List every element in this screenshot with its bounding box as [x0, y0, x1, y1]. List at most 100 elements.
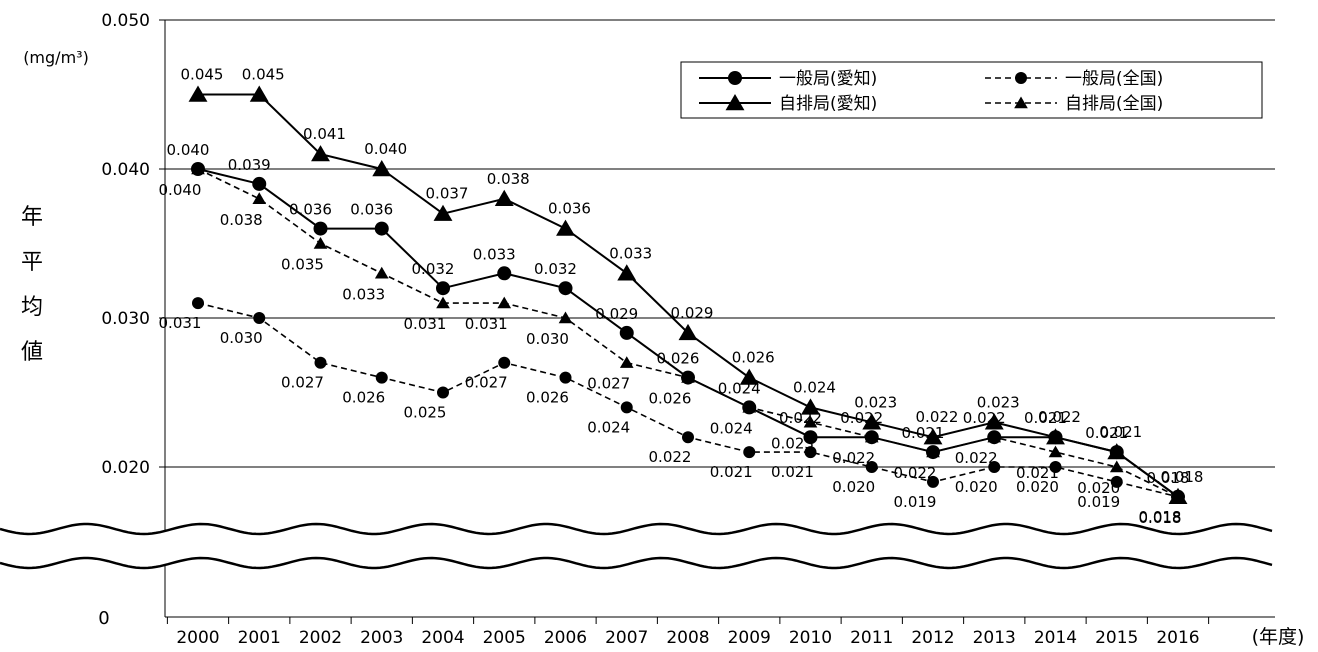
- data-point: [864, 430, 879, 443]
- data-label: 0.033: [342, 285, 385, 303]
- data-point: [1109, 460, 1124, 473]
- x-tick-label: 2016: [1156, 628, 1199, 648]
- data-point: [865, 461, 878, 473]
- data-point: [249, 85, 269, 102]
- data-label: 0.024: [718, 379, 761, 397]
- data-label: 0.027: [587, 375, 630, 393]
- data-label: 0.029: [671, 304, 714, 322]
- data-label: 0.026: [732, 349, 775, 367]
- y-tick-label: 0.020: [101, 458, 150, 478]
- data-label: 0.029: [595, 305, 638, 323]
- data-label: 0.036: [548, 200, 591, 218]
- x-tick-label: 2008: [666, 628, 709, 648]
- data-label: 0.026: [342, 389, 385, 407]
- data-point: [437, 386, 449, 399]
- x-tick-label: 2003: [360, 628, 403, 648]
- x-axis-title: (年度): [1252, 626, 1305, 648]
- data-label: 0.032: [412, 260, 455, 278]
- data-point: [556, 219, 575, 236]
- data-label: 0.026: [657, 350, 700, 368]
- data-label: 0.021: [710, 463, 753, 481]
- y-axis-title-char: 値: [21, 340, 43, 365]
- data-point: [374, 221, 389, 236]
- data-label: 0.022: [840, 409, 883, 427]
- data-label: 0.022: [916, 408, 959, 426]
- data-point: [558, 311, 573, 324]
- x-tick-label: 2004: [421, 628, 464, 648]
- data-label: 0.023: [771, 434, 814, 452]
- data-label: 0.023: [854, 393, 897, 411]
- y-axis-title-char: 均: [21, 295, 43, 320]
- data-point: [494, 189, 514, 206]
- data-point: [678, 323, 698, 341]
- data-point: [682, 431, 694, 444]
- data-point: [619, 325, 634, 340]
- data-point: [619, 356, 634, 368]
- data-label: 0.045: [181, 66, 224, 84]
- legend-swatch-marker: [1014, 96, 1028, 109]
- data-point: [1048, 445, 1063, 458]
- data-point: [188, 85, 208, 102]
- x-tick-label: 2000: [176, 628, 219, 648]
- y-axis-title-char: 年: [21, 205, 43, 230]
- data-point: [1110, 475, 1123, 488]
- data-label: 0.038: [220, 211, 263, 229]
- data-label: 0.018: [1147, 469, 1190, 487]
- legend-swatch-marker: [728, 71, 742, 85]
- data-label: 0.035: [281, 256, 324, 274]
- data-point: [497, 296, 512, 309]
- data-point: [988, 461, 1001, 473]
- data-label: 0.022: [832, 449, 875, 467]
- data-label: 0.037: [426, 185, 469, 203]
- y-tick-label: 0.030: [101, 309, 150, 329]
- data-label: 0.022: [955, 449, 998, 467]
- data-label: 0.036: [350, 201, 393, 219]
- data-point: [313, 221, 328, 236]
- x-tick-label: 2005: [483, 628, 526, 648]
- data-point: [804, 446, 817, 459]
- data-point: [927, 475, 939, 488]
- x-tick-label: 2012: [911, 628, 954, 648]
- data-point: [1107, 443, 1127, 460]
- data-point: [617, 264, 637, 281]
- data-point: [681, 371, 695, 383]
- legend-swatch-marker: [1015, 72, 1027, 84]
- data-label: 0.045: [242, 66, 285, 84]
- data-label: 0.026: [649, 390, 692, 408]
- x-tick-label: 2015: [1095, 628, 1138, 648]
- data-point: [311, 145, 330, 162]
- data-label: 0.019: [894, 493, 937, 511]
- data-point: [803, 415, 818, 428]
- data-point: [191, 162, 205, 175]
- y-axis-title-char: 平: [21, 250, 43, 275]
- axis-break-line-lower: [0, 556, 1273, 570]
- data-label: 0.020: [1016, 478, 1059, 496]
- data-point: [498, 356, 511, 369]
- data-point: [1046, 428, 1065, 445]
- x-tick-label: 2011: [850, 628, 893, 648]
- data-label: 0.036: [289, 201, 332, 219]
- legend-box: [680, 61, 1263, 119]
- data-label: 0.018: [1161, 468, 1204, 486]
- data-label: 0.020: [832, 478, 875, 496]
- data-label: 0.022: [779, 409, 822, 427]
- data-point: [252, 176, 267, 191]
- x-tick-label: 2006: [544, 628, 587, 648]
- y-tick-label: 0.050: [101, 11, 150, 31]
- legend-label: 一般局(全国): [1065, 69, 1163, 89]
- data-point: [375, 371, 388, 384]
- data-point: [372, 160, 392, 177]
- data-point: [558, 281, 573, 296]
- data-label: 0.018: [1139, 508, 1182, 526]
- data-label: 0.033: [609, 244, 652, 262]
- data-label: 0.022: [963, 409, 1006, 427]
- data-label: 0.031: [465, 315, 508, 333]
- data-point: [192, 297, 204, 310]
- legend-swatch-marker: [725, 94, 745, 111]
- data-label: 0.022: [649, 448, 692, 466]
- y-tick-label: 0.040: [101, 160, 150, 180]
- x-tick-label: 2014: [1034, 628, 1077, 648]
- data-label: 0.024: [710, 419, 753, 437]
- data-label: 0.041: [303, 125, 346, 143]
